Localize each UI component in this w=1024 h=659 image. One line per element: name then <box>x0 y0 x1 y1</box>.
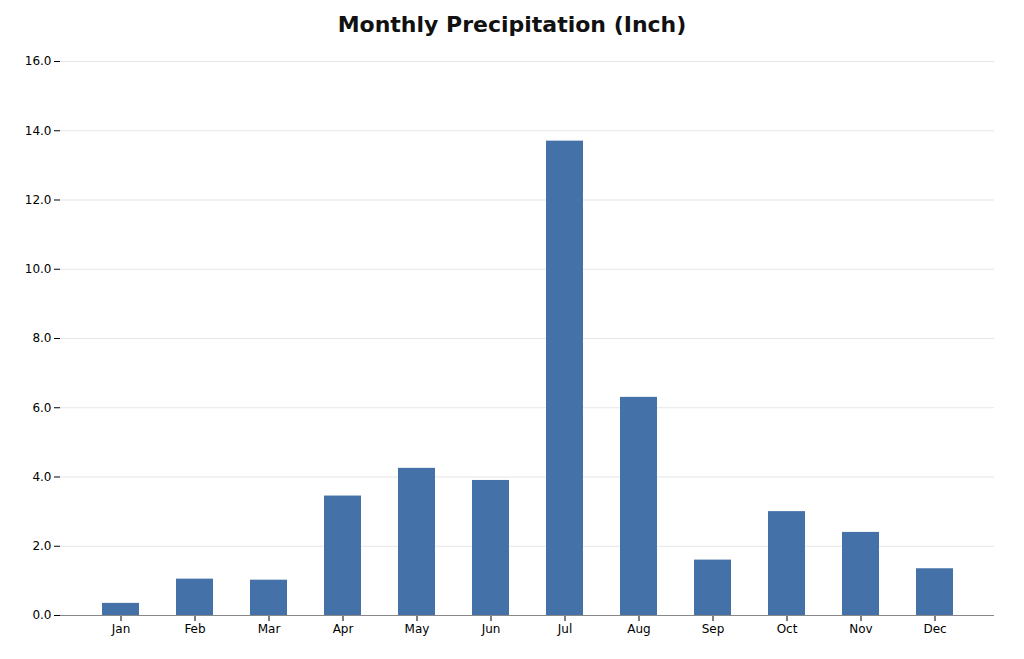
svg-text:Aug: Aug <box>627 622 650 636</box>
svg-text:2.0: 2.0 <box>32 539 51 553</box>
svg-text:Jul: Jul <box>557 622 572 636</box>
svg-text:16.0: 16.0 <box>25 54 52 68</box>
svg-text:Dec: Dec <box>923 622 946 636</box>
svg-text:May: May <box>405 622 430 636</box>
svg-text:Jan: Jan <box>111 622 131 636</box>
svg-text:Apr: Apr <box>333 622 354 636</box>
svg-text:Mar: Mar <box>258 622 281 636</box>
html-text:Monthly Precipitation (Inch): Monthly Precipitation (Inch) <box>337 12 687 37</box>
svg-text:14.0: 14.0 <box>25 124 52 138</box>
svg-text:10.0: 10.0 <box>25 262 52 276</box>
svg-text:Feb: Feb <box>184 622 205 636</box>
svg-text:Jun: Jun <box>481 622 501 636</box>
svg-text:Sep: Sep <box>702 622 725 636</box>
svg-text:Oct: Oct <box>777 622 798 636</box>
svg-text:6.0: 6.0 <box>32 401 51 415</box>
svg-text:0.0: 0.0 <box>32 608 51 622</box>
svg-text:8.0: 8.0 <box>32 331 51 345</box>
svg-text:Nov: Nov <box>849 622 872 636</box>
svg-text:12.0: 12.0 <box>25 193 52 207</box>
svg-text:4.0: 4.0 <box>32 470 51 484</box>
